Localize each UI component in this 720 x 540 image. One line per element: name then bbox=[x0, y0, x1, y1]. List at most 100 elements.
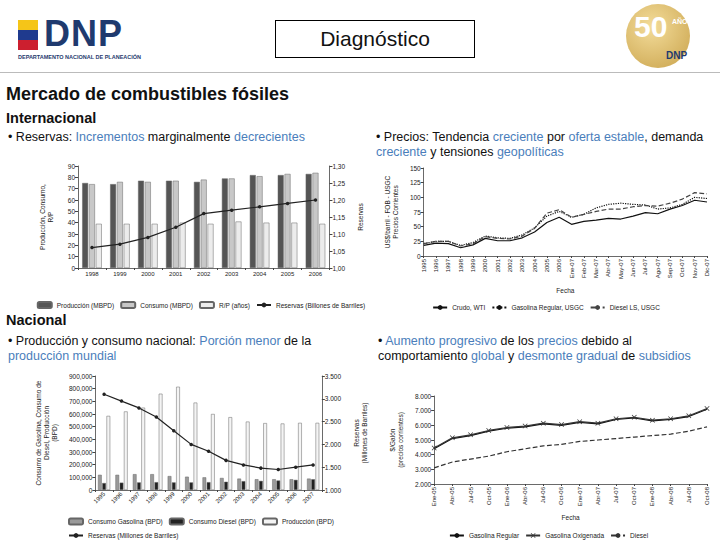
svg-text:100,000: 100,000 bbox=[69, 474, 93, 481]
svg-text:Ene-06: Ene-06 bbox=[504, 486, 510, 506]
svg-text:1997: 1997 bbox=[445, 258, 451, 272]
svg-text:Ene-07: Ene-07 bbox=[569, 258, 575, 278]
svg-text:Abr-07: Abr-07 bbox=[605, 258, 611, 277]
svg-text:Nov-07: Nov-07 bbox=[692, 258, 698, 278]
svg-text:Diesel LS, USGC: Diesel LS, USGC bbox=[610, 304, 661, 311]
svg-text:(precios corrientes): (precios corrientes) bbox=[397, 412, 405, 468]
svg-text:Feb-07: Feb-07 bbox=[581, 258, 587, 278]
svg-text:1,25: 1,25 bbox=[332, 180, 345, 187]
svg-text:2.500: 2.500 bbox=[325, 418, 342, 425]
svg-text:2003: 2003 bbox=[225, 271, 239, 277]
svg-text:2005: 2005 bbox=[281, 271, 295, 277]
svg-text:1,20: 1,20 bbox=[332, 197, 345, 204]
svg-text:6.000: 6.000 bbox=[415, 422, 432, 429]
svg-text:1,10: 1,10 bbox=[332, 231, 345, 238]
svg-text:Producción, Consumo,: Producción, Consumo, bbox=[39, 184, 46, 250]
svg-text:Abr-06: Abr-06 bbox=[522, 486, 528, 505]
svg-text:Mar-07: Mar-07 bbox=[593, 258, 599, 278]
svg-text:Gasolina Oxigenada: Gasolina Oxigenada bbox=[545, 532, 604, 540]
svg-text:400,000: 400,000 bbox=[69, 436, 93, 443]
svg-text:3.000: 3.000 bbox=[325, 395, 342, 402]
svg-text:Precios Corrientes: Precios Corrientes bbox=[392, 185, 399, 239]
svg-text:2004: 2004 bbox=[532, 258, 538, 272]
svg-text:2006: 2006 bbox=[309, 271, 323, 277]
svg-text:3.500: 3.500 bbox=[325, 373, 342, 380]
svg-text:2000: 2000 bbox=[180, 490, 194, 504]
svg-text:1.500: 1.500 bbox=[325, 464, 342, 471]
svg-text:$/Galón: $/Galón bbox=[389, 428, 396, 451]
svg-text:Producción (BPD): Producción (BPD) bbox=[282, 518, 334, 526]
svg-text:2002: 2002 bbox=[214, 490, 228, 504]
svg-text:1.000: 1.000 bbox=[325, 487, 342, 494]
svg-text:Diesel, Producción: Diesel, Producción bbox=[43, 406, 50, 461]
svg-text:2002: 2002 bbox=[197, 271, 211, 277]
svg-text:(Millones de Barriles): (Millones de Barriles) bbox=[361, 402, 369, 463]
svg-text:300,000: 300,000 bbox=[69, 449, 93, 456]
svg-text:Jul-05: Jul-05 bbox=[468, 486, 474, 503]
svg-text:2.000: 2.000 bbox=[325, 441, 342, 448]
svg-text:Producción (MBPD): Producción (MBPD) bbox=[57, 302, 114, 310]
svg-text:3.000: 3.000 bbox=[415, 466, 432, 473]
svg-text:2007: 2007 bbox=[302, 490, 316, 504]
svg-text:Reservas: Reservas bbox=[353, 419, 360, 447]
svg-text:Jul-06: Jul-06 bbox=[540, 486, 546, 503]
svg-text:90: 90 bbox=[68, 163, 76, 170]
svg-text:100: 100 bbox=[410, 194, 421, 201]
svg-text:Consumo de Gasolina, Consumo d: Consumo de Gasolina, Consumo de bbox=[35, 380, 42, 485]
svg-text:Sep-07: Sep-07 bbox=[667, 258, 673, 278]
svg-text:Oct-05: Oct-05 bbox=[486, 486, 492, 505]
svg-text:50: 50 bbox=[68, 208, 76, 215]
svg-text:Fecha: Fecha bbox=[556, 287, 574, 294]
svg-text:Jun-07: Jun-07 bbox=[630, 258, 636, 277]
svg-text:2006: 2006 bbox=[284, 490, 298, 504]
svg-text:Consumo Diesel (BPD): Consumo Diesel (BPD) bbox=[189, 518, 256, 526]
svg-text:Consumo Gasolina (BPD): Consumo Gasolina (BPD) bbox=[88, 518, 163, 526]
svg-text:1,00: 1,00 bbox=[332, 265, 345, 272]
svg-text:Fecha: Fecha bbox=[562, 514, 580, 521]
svg-text:Oct-07: Oct-07 bbox=[631, 486, 637, 505]
svg-text:1999: 1999 bbox=[470, 258, 476, 272]
svg-text:Abr-05: Abr-05 bbox=[449, 486, 455, 505]
svg-text:Reservas: Reservas bbox=[357, 203, 364, 231]
svg-text:Dic-07: Dic-07 bbox=[704, 258, 710, 276]
svg-text:Jul-07: Jul-07 bbox=[642, 258, 648, 275]
svg-text:R/P: R/P bbox=[47, 212, 54, 223]
svg-text:1996: 1996 bbox=[110, 490, 124, 504]
svg-text:Ene-08: Ene-08 bbox=[649, 486, 655, 506]
svg-text:US$/barril - FOB - USGC: US$/barril - FOB - USGC bbox=[384, 175, 391, 248]
svg-text:20: 20 bbox=[68, 242, 76, 249]
svg-text:2001: 2001 bbox=[197, 490, 211, 504]
svg-text:(BPD): (BPD) bbox=[51, 424, 59, 442]
svg-text:800,000: 800,000 bbox=[69, 385, 93, 392]
svg-text:2004: 2004 bbox=[249, 490, 263, 504]
svg-text:900,000: 900,000 bbox=[69, 373, 93, 380]
svg-text:Consumo (MBPD): Consumo (MBPD) bbox=[140, 302, 193, 310]
svg-text:4.000: 4.000 bbox=[415, 451, 432, 458]
svg-text:150: 150 bbox=[410, 165, 421, 172]
svg-text:1997: 1997 bbox=[127, 490, 141, 504]
svg-text:1998: 1998 bbox=[85, 271, 99, 277]
svg-text:2002: 2002 bbox=[507, 258, 513, 272]
svg-text:2001: 2001 bbox=[495, 258, 501, 272]
svg-text:Diesel: Diesel bbox=[630, 532, 649, 539]
svg-text:500,000: 500,000 bbox=[69, 423, 93, 430]
svg-text:Oct-08: Oct-08 bbox=[704, 486, 710, 505]
svg-text:10: 10 bbox=[68, 253, 76, 260]
svg-text:50: 50 bbox=[414, 223, 422, 230]
svg-text:0: 0 bbox=[71, 265, 75, 272]
svg-text:1,30: 1,30 bbox=[332, 163, 345, 170]
svg-text:2003: 2003 bbox=[519, 258, 525, 272]
svg-text:Gasolina Regular, USGC: Gasolina Regular, USGC bbox=[511, 304, 584, 312]
svg-text:1,05: 1,05 bbox=[332, 248, 345, 255]
svg-text:30: 30 bbox=[68, 231, 76, 238]
svg-text:70: 70 bbox=[68, 185, 76, 192]
svg-text:1998: 1998 bbox=[458, 258, 464, 272]
svg-text:75: 75 bbox=[414, 209, 422, 216]
svg-text:Jul-07: Jul-07 bbox=[613, 486, 619, 503]
svg-text:R/P (años): R/P (años) bbox=[219, 302, 250, 310]
svg-text:2003: 2003 bbox=[232, 490, 246, 504]
svg-text:Gasolina Regular: Gasolina Regular bbox=[469, 532, 520, 540]
svg-text:Jul-08: Jul-08 bbox=[686, 486, 692, 503]
svg-text:1998: 1998 bbox=[145, 490, 159, 504]
svg-text:2000: 2000 bbox=[482, 258, 488, 272]
